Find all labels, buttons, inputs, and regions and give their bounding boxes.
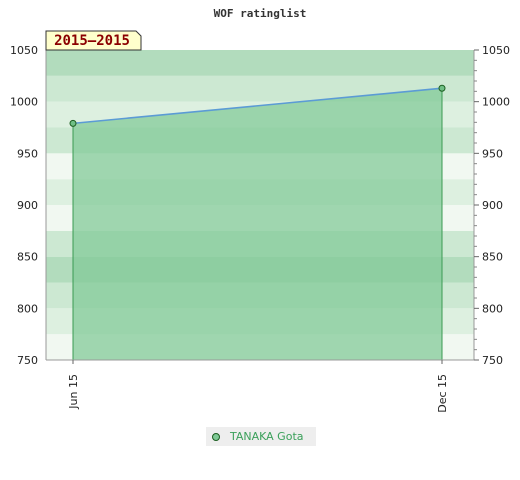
plot-area	[69, 84, 446, 360]
period-badge-label: 2015–2015	[54, 33, 130, 49]
x-tick-label: Dec 15	[436, 374, 449, 413]
y-tick-label-left: 850	[17, 251, 38, 264]
y-tick-label-right: 850	[482, 251, 503, 264]
y-tick-label-right: 1000	[482, 96, 510, 109]
y-tick-label-left: 900	[17, 199, 38, 212]
y-tick-label-left: 1050	[10, 44, 38, 57]
legend-series-label: TANAKA Gota	[230, 430, 304, 443]
data-point-0	[69, 119, 77, 127]
x-tick-label: Jun 15	[67, 374, 80, 410]
y-tick-label-right: 900	[482, 199, 503, 212]
y-tick-label-left: 750	[17, 354, 38, 367]
band	[46, 50, 474, 76]
y-tick-label-right: 950	[482, 147, 503, 160]
period-badge: 2015–2015	[45, 30, 142, 51]
y-tick-label-right: 750	[482, 354, 503, 367]
y-tick-label-left: 1000	[10, 96, 38, 109]
chart-title: WOF ratinglist	[214, 7, 307, 20]
y-tick-label-right: 1050	[482, 44, 510, 57]
legend[interactable]: TANAKA Gota	[206, 427, 316, 446]
series-area	[73, 88, 442, 360]
y-tick-label-left: 950	[17, 147, 38, 160]
y-tick-label-left: 800	[17, 302, 38, 315]
axes: 750 750 800 800 850 850 900 900 950 950 1000 1000 10…	[10, 44, 510, 413]
legend-marker-icon	[212, 432, 220, 441]
y-tick-label-right: 800	[482, 302, 503, 315]
series-line	[72, 87, 443, 125]
data-point-1	[438, 84, 446, 92]
